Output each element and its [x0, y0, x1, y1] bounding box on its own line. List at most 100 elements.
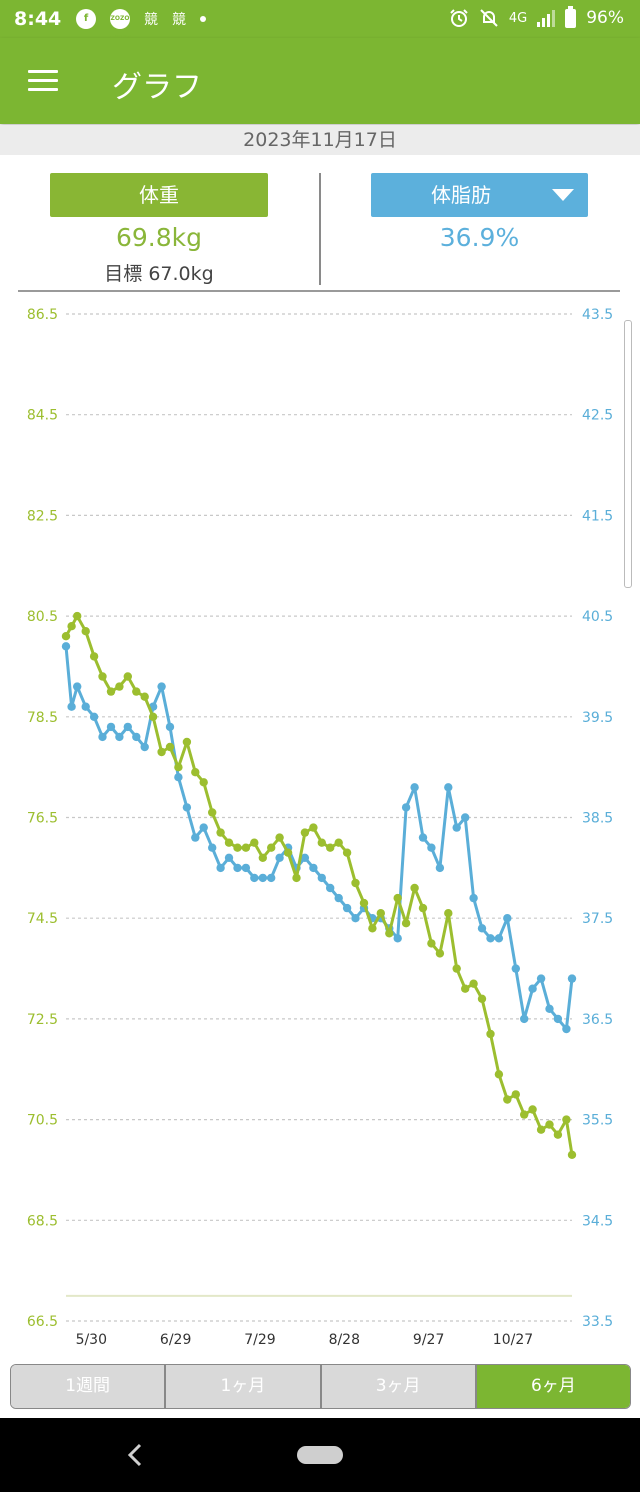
- data-point: [300, 853, 310, 862]
- data-point: [267, 843, 276, 852]
- data-point: [250, 873, 259, 883]
- segment-1-week[interactable]: 1週間: [11, 1365, 167, 1408]
- data-point: [148, 712, 158, 721]
- data-point: [61, 632, 71, 641]
- network-type: 4G: [508, 10, 528, 26]
- back-icon[interactable]: [124, 1442, 146, 1468]
- more-notifications-dot-icon: [200, 16, 206, 22]
- data-point: [106, 722, 116, 732]
- data-point: [140, 742, 149, 752]
- y-right-tick-label: 36.5: [582, 1012, 613, 1028]
- data-point: [545, 1004, 554, 1013]
- data-point: [67, 702, 76, 711]
- data-point: [73, 682, 82, 691]
- y-right-tick-label: 35.5: [582, 1113, 613, 1129]
- alarm-icon: [450, 9, 468, 27]
- y-right-tick-label: 37.5: [582, 911, 613, 927]
- data-point: [61, 642, 71, 651]
- data-point: [503, 914, 512, 923]
- data-point: [258, 873, 267, 883]
- data-point: [98, 672, 107, 681]
- data-point: [427, 939, 436, 948]
- weight-goal: 目標 67.0kg: [104, 263, 214, 285]
- scrollbar[interactable]: [624, 320, 632, 588]
- y-right-tick-label: 34.5: [582, 1213, 613, 1229]
- status-bar: 8:44 f ZOZO TOWN 競 競 4G 96%: [0, 0, 640, 42]
- segment-1-month[interactable]: 1ヶ月: [166, 1365, 322, 1408]
- data-point: [536, 974, 546, 983]
- data-point: [351, 914, 360, 923]
- data-point: [317, 873, 326, 883]
- weight-fat-chart: 86.5 43.5 84.5 42.5 82.5 41.5 80.5 40.5 78.5 39.5…: [27, 307, 613, 1348]
- body-fat-dropdown[interactable]: 体脂肪: [371, 173, 588, 217]
- data-point: [89, 712, 99, 721]
- data-point: [444, 909, 453, 918]
- data-point: [199, 778, 208, 787]
- notification-kanji-icon-2: 競: [172, 12, 186, 28]
- divider: [18, 290, 620, 292]
- weight-button[interactable]: 体重: [50, 173, 268, 217]
- data-point: [520, 1110, 529, 1119]
- data-point: [410, 883, 419, 893]
- x-tick-label: 10/27: [493, 1332, 533, 1348]
- data-point: [334, 893, 343, 903]
- body-fat-value: 36.9%: [439, 223, 520, 252]
- data-point: [528, 1105, 537, 1114]
- home-button[interactable]: [297, 1446, 343, 1464]
- data-point: [342, 903, 352, 913]
- data-point: [98, 732, 107, 742]
- menu-icon[interactable]: [28, 70, 58, 92]
- y-right-tick-label: 43.5: [582, 307, 613, 323]
- data-point: [435, 863, 445, 873]
- data-point: [393, 893, 402, 903]
- segment-3-months[interactable]: 3ヶ月: [321, 1365, 477, 1408]
- data-point: [536, 1125, 546, 1134]
- y-right-tick-label: 33.5: [582, 1314, 613, 1330]
- data-point: [545, 1120, 554, 1129]
- data-point: [123, 672, 132, 681]
- data-point: [359, 898, 369, 908]
- data-point: [452, 964, 461, 973]
- data-point: [165, 722, 175, 732]
- y-left-tick-label: 82.5: [27, 508, 58, 524]
- data-point: [418, 833, 428, 842]
- app-bar: グラフ: [0, 38, 640, 124]
- y-right-tick-label: 42.5: [582, 408, 613, 424]
- chevron-down-icon: [552, 189, 574, 201]
- battery-icon: [565, 5, 577, 28]
- data-point: [123, 722, 132, 732]
- data-point: [528, 984, 537, 993]
- data-point: [309, 823, 318, 832]
- data-point: [511, 1090, 520, 1099]
- data-point: [503, 1095, 512, 1104]
- battery-percent: 96%: [586, 8, 624, 28]
- y-left-tick-label: 72.5: [27, 1012, 58, 1028]
- y-left-tick-label: 74.5: [27, 911, 58, 927]
- data-point: [224, 838, 234, 847]
- page-title: グラフ: [112, 70, 202, 105]
- data-point: [275, 833, 284, 842]
- x-tick-label: 9/27: [413, 1332, 444, 1348]
- data-point: [427, 843, 436, 852]
- data-point: [309, 863, 318, 873]
- segment-6-months[interactable]: 6ヶ月: [476, 1365, 630, 1408]
- data-point: [115, 732, 124, 742]
- data-point: [67, 622, 76, 631]
- x-tick-label: 8/28: [329, 1332, 360, 1348]
- y-right-tick-label: 41.5: [582, 508, 613, 524]
- data-point: [494, 1070, 504, 1079]
- status-time: 8:44: [14, 8, 62, 30]
- data-point: [216, 828, 225, 837]
- data-point: [520, 1014, 529, 1024]
- data-point: [199, 823, 208, 832]
- data-point: [292, 873, 301, 883]
- y-left-tick-label: 86.5: [27, 307, 58, 323]
- data-point: [567, 1150, 577, 1159]
- data-point: [233, 843, 242, 852]
- summary-panel: 体重 69.8kg 目標 67.0kg 体脂肪 36.9%: [0, 155, 640, 290]
- data-point: [283, 848, 293, 857]
- data-point: [486, 934, 495, 943]
- data-point: [511, 964, 520, 973]
- data-point: [208, 808, 217, 817]
- data-point: [435, 949, 445, 958]
